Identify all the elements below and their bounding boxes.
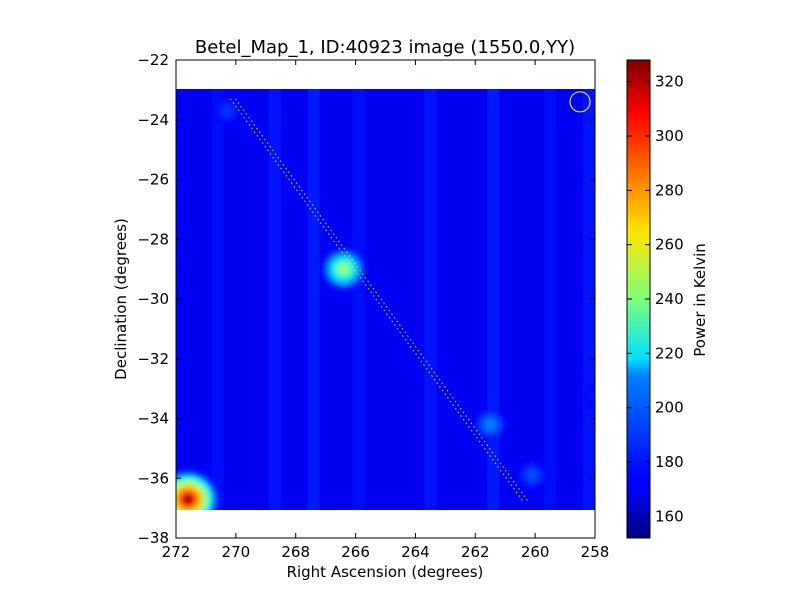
heatmap-streak	[487, 89, 500, 510]
y-axis-ticks: −22 −24 −26 −28 −30 −32 −34 −36 −38	[137, 51, 595, 547]
x-axis-label: Right Ascension (degrees)	[287, 563, 484, 581]
heatmap-source	[340, 265, 348, 273]
x-tick-label: 270	[222, 543, 251, 561]
heatmap-streak	[211, 89, 224, 510]
colorbar-tick-label: 260	[655, 236, 684, 254]
x-axis-ticks: 272 270 268 266 264 262 260 258	[162, 60, 610, 561]
colorbar-tick-label: 220	[655, 344, 684, 362]
colorbar-tick-label: 160	[655, 507, 684, 525]
heatmap-streak	[268, 89, 281, 510]
x-tick-label: 258	[581, 543, 610, 561]
heatmap-streaks	[211, 89, 595, 510]
x-tick-label: 264	[401, 543, 430, 561]
overlays	[229, 91, 591, 503]
y-tick-label: −38	[137, 529, 169, 547]
heatmap-image	[176, 89, 600, 510]
chart-title: Betel_Map_1, ID:40923 image (1550.0,YY)	[195, 37, 575, 58]
colorbar-label: Power in Kelvin	[691, 243, 709, 357]
heatmap-source	[591, 391, 595, 404]
heatmap-streak	[307, 89, 320, 510]
heatmap-source	[596, 395, 600, 399]
colorbar: 160 180 200 220 240 260 280 300 320 Power in Kel…	[626, 59, 709, 539]
y-tick-label: −30	[137, 290, 169, 308]
y-tick-label: −36	[137, 469, 169, 487]
heatmap-source	[224, 108, 230, 114]
colorbar-tick-label: 300	[655, 127, 684, 145]
y-axis-label: Declination (degrees)	[112, 218, 130, 380]
x-tick-label: 268	[281, 543, 310, 561]
colorbar-tick-label: 180	[655, 453, 684, 471]
heatmap-streak	[544, 89, 557, 510]
y-tick-label: −32	[137, 350, 169, 368]
heatmap-source	[183, 494, 193, 504]
y-tick-label: −28	[137, 230, 169, 248]
heatmap-streak	[352, 89, 365, 510]
y-tick-label: −26	[137, 171, 169, 189]
colorbar-tick-label: 280	[655, 181, 684, 199]
x-tick-label: 260	[521, 543, 550, 561]
colorbar-tick-label: 320	[655, 73, 684, 91]
heatmap-sources	[176, 97, 600, 510]
heatmap-source	[487, 422, 493, 427]
colorbar-tick-label: 240	[655, 290, 684, 308]
heatmap-streak	[583, 89, 595, 510]
y-tick-label: −24	[137, 111, 169, 129]
x-tick-label: 262	[461, 543, 490, 561]
colorbar-ticks: 160 180 200 220 240 260 280 300 320	[627, 73, 684, 525]
heatmap-source	[529, 472, 535, 478]
heatmap-background	[176, 89, 595, 510]
x-tick-label: 266	[341, 543, 370, 561]
y-tick-label: −22	[137, 51, 169, 69]
x-tick-label: 272	[162, 543, 191, 561]
y-tick-label: −34	[137, 410, 169, 428]
beam-circle-marker	[569, 91, 591, 113]
colorbar-tick-label: 200	[655, 399, 684, 417]
heatmap-streak	[424, 89, 437, 510]
